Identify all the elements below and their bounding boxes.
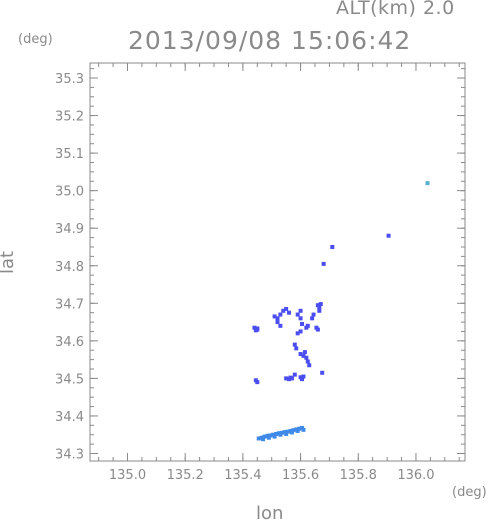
plot-frame (89, 62, 466, 462)
data-point (272, 434, 277, 439)
y-tick-label: 34.8 (55, 260, 84, 275)
x-tick-label: 135.4 (224, 468, 261, 483)
x-tick-label: 135.8 (340, 468, 377, 483)
altitude-label: ALT(km) 2.0 (336, 0, 455, 19)
data-point (301, 374, 306, 379)
data-point (289, 430, 294, 435)
data-point (317, 305, 322, 310)
data-point (287, 310, 292, 315)
data-point (295, 312, 300, 317)
data-point (284, 306, 289, 311)
y-tick-label: 35.0 (55, 185, 84, 200)
data-point (285, 429, 290, 434)
y-tick-label: 34.4 (55, 410, 84, 425)
data-point (300, 377, 305, 382)
data-point (297, 426, 302, 431)
data-point (275, 320, 280, 325)
data-point (252, 325, 257, 330)
data-point (274, 431, 279, 436)
data-points (252, 181, 430, 442)
data-point (256, 436, 261, 441)
data-point (320, 370, 325, 375)
data-point (284, 376, 289, 381)
x-tick-label: 135.0 (109, 468, 146, 483)
data-point (295, 428, 300, 433)
data-point (292, 372, 297, 377)
data-point (268, 433, 273, 438)
data-point (281, 308, 286, 313)
y-tick-label: 34.9 (55, 222, 84, 237)
data-point (305, 359, 310, 364)
data-point (278, 312, 283, 317)
data-point (292, 342, 297, 347)
data-point (262, 434, 267, 439)
chart-title: 2013/09/08 15:06:42 (128, 26, 412, 55)
data-point (255, 380, 260, 385)
data-point (311, 312, 316, 317)
data-point (302, 350, 307, 355)
data-point (266, 435, 271, 440)
data-point (272, 314, 277, 319)
y-tick-label: 35.2 (55, 110, 84, 125)
data-point (298, 329, 303, 334)
data-point (310, 316, 315, 321)
data-point (295, 331, 300, 336)
y-tick-label: 34.3 (55, 447, 84, 462)
data-point (289, 376, 294, 381)
y-tick-label: 34.6 (55, 335, 84, 350)
data-point (261, 437, 266, 442)
y-tick-label: 35.3 (55, 72, 84, 87)
data-point (255, 326, 260, 331)
data-point (301, 427, 306, 432)
data-point (278, 432, 283, 437)
data-point (291, 428, 296, 433)
data-point (278, 323, 283, 328)
data-point (321, 261, 326, 266)
y-tick-label: 35.1 (55, 147, 84, 162)
tick-labels: 135.0 135.2 135.4 135.6 135.8 136.0 34.3 34.4 34… (55, 72, 435, 483)
data-point (298, 308, 303, 313)
data-point (301, 353, 306, 358)
data-point (318, 302, 323, 307)
data-point (298, 351, 303, 356)
data-point (284, 431, 289, 436)
data-point (275, 316, 280, 321)
data-point (304, 355, 309, 360)
axis-ticks (90, 63, 465, 461)
data-point (300, 321, 305, 326)
data-point (294, 346, 299, 351)
data-point (386, 233, 391, 238)
y-axis-unit: (deg) (18, 32, 53, 47)
x-tick-label: 135.6 (282, 468, 319, 483)
data-point (317, 308, 322, 313)
data-point (298, 316, 303, 321)
data-point (307, 363, 312, 368)
y-tick-label: 34.5 (55, 372, 84, 387)
data-point (425, 181, 430, 186)
y-tick-label: 34.7 (55, 297, 84, 312)
data-point (315, 327, 320, 332)
x-tick-label: 136.0 (397, 468, 434, 483)
data-point (330, 244, 335, 249)
x-tick-label: 135.2 (167, 468, 204, 483)
data-point (305, 323, 310, 328)
x-axis-label: lon (256, 503, 284, 524)
x-axis-unit: (deg) (452, 485, 487, 500)
